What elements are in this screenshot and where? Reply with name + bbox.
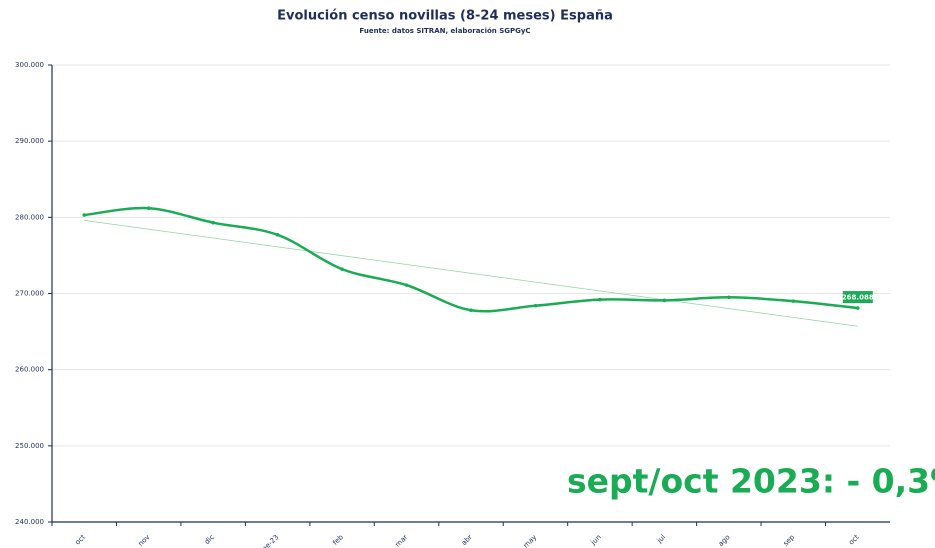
y-tick-label: 260.000 [15,366,44,374]
point [662,298,667,303]
y-tick-label: 290.000 [15,137,44,145]
point [598,297,602,302]
point [727,295,731,300]
x-tick-label: sep [782,533,797,548]
x-tick-label: oct [74,533,88,547]
x-tick-label: jul [655,533,667,545]
point [791,299,796,303]
data-label: 268.088 [842,294,874,302]
y-tick-label: 240.000 [15,518,44,526]
x-tick-label: mar [394,533,410,548]
point [533,303,538,308]
x-tick-label: ago [717,533,732,548]
y-tick-label: 250.000 [15,442,44,450]
x-tick-label: feb [331,533,345,547]
point [469,308,473,313]
trendline [84,219,858,327]
y-tick-label: 300.000 [15,61,44,69]
point [211,220,215,225]
y-tick-label: 280.000 [15,213,44,221]
x-tick-label: dic [203,533,216,546]
x-tick-label: abr [460,533,474,547]
y-tick-label: 270.000 [15,290,44,298]
point [82,213,87,217]
x-tick-label: ene-23 [257,533,280,548]
line-series [84,206,858,313]
point [275,233,280,237]
x-tick-label: nov [137,533,152,548]
x-tick-label: may [522,533,538,548]
point [146,206,151,210]
point [855,306,860,310]
chart-title: Evolución censo novillas (8-24 meses) Es… [277,9,613,24]
point [404,283,409,287]
point [340,267,344,271]
chart-subtitle: Fuente: datos SITRAN, elaboración SGPGyC [359,27,530,35]
x-tick-label: jun [589,533,603,547]
x-tick-label: oct [847,533,861,547]
data-label-box [842,291,873,304]
annotation: sept/oct 2023: - 0,3% [567,462,935,501]
